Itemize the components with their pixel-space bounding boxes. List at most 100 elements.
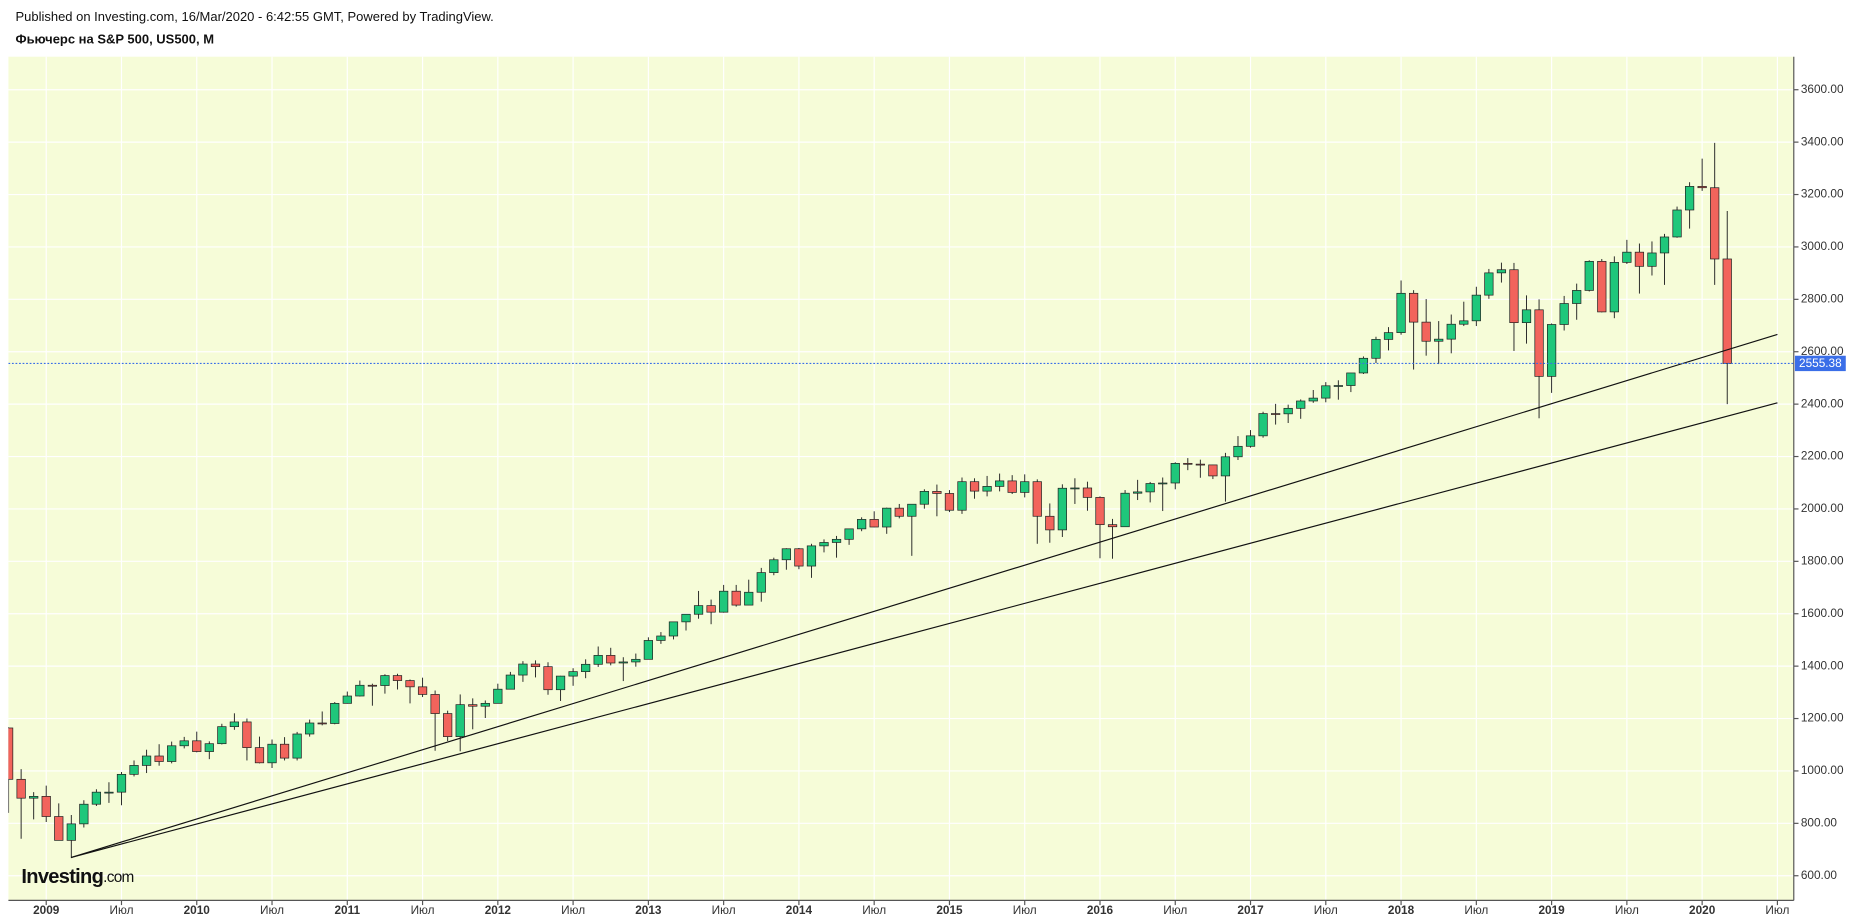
candle-body bbox=[41, 795, 51, 817]
y-tick-label: 2600.00 bbox=[1801, 344, 1844, 358]
candle-body bbox=[217, 726, 227, 745]
candle-body bbox=[1195, 463, 1205, 466]
candle-body bbox=[1484, 272, 1494, 296]
x-tick-label: Июл bbox=[110, 903, 134, 917]
candle-body bbox=[907, 503, 917, 517]
candle-body bbox=[1095, 497, 1105, 526]
candle-body bbox=[1534, 309, 1544, 377]
candle-body bbox=[179, 740, 189, 747]
candle-body bbox=[1597, 260, 1607, 313]
y-tick-label: 1600.00 bbox=[1801, 606, 1844, 620]
candle-body bbox=[1358, 357, 1369, 374]
candle-body bbox=[932, 491, 942, 494]
candle-body bbox=[129, 765, 139, 775]
candle-body bbox=[1371, 339, 1381, 359]
candle-body bbox=[756, 572, 766, 593]
y-tick-label: 2400.00 bbox=[1801, 396, 1844, 410]
candle-body bbox=[618, 661, 628, 664]
x-tick-label: Июл bbox=[712, 903, 736, 917]
candle-body bbox=[367, 684, 377, 687]
candle-body bbox=[1170, 462, 1180, 484]
candle-body bbox=[254, 747, 265, 764]
candle-body bbox=[1158, 482, 1168, 485]
x-tick-label: Июл bbox=[411, 903, 435, 917]
y-tick-label: 600.00 bbox=[1801, 868, 1838, 882]
candle-body bbox=[116, 773, 127, 793]
y-tick-label: 1800.00 bbox=[1801, 553, 1844, 567]
candle-body bbox=[141, 755, 152, 766]
x-tick-label: Июл bbox=[260, 903, 284, 917]
candle-body bbox=[593, 655, 603, 665]
x-tick-label: Июл bbox=[561, 903, 585, 917]
candle-body bbox=[1396, 292, 1406, 333]
candle-body bbox=[1559, 303, 1569, 325]
x-tick-label: 2014 bbox=[786, 903, 813, 917]
candle-body bbox=[1220, 456, 1231, 477]
y-tick-label: 3000.00 bbox=[1801, 239, 1844, 253]
candle-body bbox=[66, 823, 76, 841]
x-tick-label: 2015 bbox=[936, 903, 963, 917]
candle-body bbox=[606, 655, 616, 664]
candle-body bbox=[16, 778, 26, 799]
candle-body bbox=[969, 481, 980, 492]
candle-body bbox=[706, 605, 716, 613]
candle-body bbox=[229, 721, 240, 728]
x-tick-label: Июл bbox=[862, 903, 886, 917]
x-tick-label: 2012 bbox=[485, 903, 512, 917]
candle-body bbox=[982, 486, 992, 492]
candle-body bbox=[1308, 397, 1318, 402]
candle-body bbox=[330, 702, 340, 724]
logo-suffix: .com bbox=[103, 869, 133, 886]
candle-body bbox=[1258, 413, 1268, 437]
y-tick-label: 2200.00 bbox=[1801, 449, 1844, 463]
candle-body bbox=[794, 548, 804, 567]
candle-body bbox=[1521, 309, 1532, 324]
candle-body bbox=[154, 755, 164, 762]
x-tick-label: Июл bbox=[1464, 903, 1488, 917]
candle-body bbox=[267, 743, 277, 764]
candle-body bbox=[543, 666, 553, 691]
candle-body bbox=[882, 507, 892, 528]
candle-body bbox=[1647, 252, 1657, 267]
trend-line bbox=[71, 333, 1778, 858]
candle-body bbox=[279, 743, 290, 759]
candle-body bbox=[919, 491, 929, 505]
candle-body bbox=[242, 721, 252, 748]
candle-body bbox=[1183, 462, 1193, 465]
candle-body bbox=[668, 621, 679, 637]
candle-body bbox=[1659, 236, 1670, 254]
candle-body bbox=[1459, 320, 1469, 325]
candle-body bbox=[167, 745, 177, 762]
candle-body bbox=[1208, 464, 1218, 477]
candle-body bbox=[844, 528, 854, 540]
candle-body bbox=[29, 795, 39, 799]
candle-body bbox=[468, 704, 478, 707]
candle-body bbox=[1622, 251, 1632, 263]
candle-body bbox=[643, 640, 653, 660]
candle-body bbox=[1233, 445, 1243, 458]
x-tick-label: Июл bbox=[1314, 903, 1338, 917]
candle-body bbox=[1346, 372, 1356, 386]
candle-body bbox=[1271, 413, 1281, 415]
candle-body bbox=[1672, 209, 1682, 238]
candle-body bbox=[555, 675, 566, 691]
y-tick-label: 1400.00 bbox=[1801, 658, 1844, 672]
candle-body bbox=[1245, 435, 1256, 447]
candle-body bbox=[1697, 186, 1707, 189]
candle-body bbox=[1383, 332, 1394, 340]
candle-body bbox=[342, 695, 352, 704]
candle-body bbox=[317, 722, 327, 725]
candle-body bbox=[944, 493, 955, 511]
logo-name: Investing bbox=[21, 866, 103, 888]
candle-body bbox=[1032, 481, 1042, 517]
candle-body bbox=[1584, 260, 1594, 291]
candle-body bbox=[518, 663, 528, 676]
candle-body bbox=[1722, 258, 1732, 364]
x-tick-label: 2010 bbox=[184, 903, 211, 917]
y-tick-label: 3200.00 bbox=[1801, 187, 1844, 201]
candle-body bbox=[54, 816, 64, 841]
candle-body bbox=[1434, 338, 1444, 342]
candle-body bbox=[8, 727, 14, 780]
candle-body bbox=[1057, 487, 1067, 531]
